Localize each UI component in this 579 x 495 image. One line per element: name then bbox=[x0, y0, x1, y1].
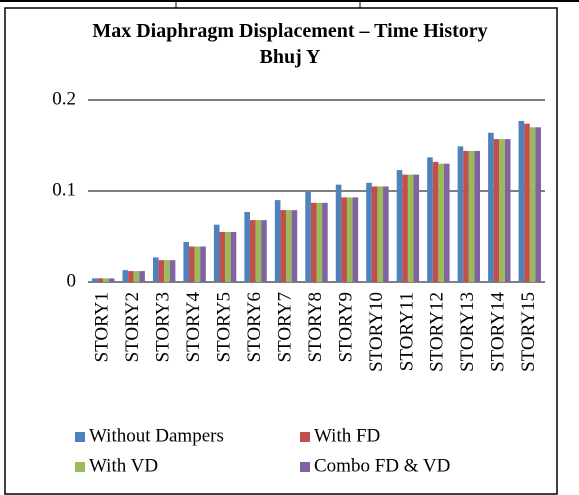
bar bbox=[396, 170, 403, 282]
bar bbox=[438, 163, 444, 282]
x-tick-label: STORY13 bbox=[457, 292, 478, 372]
bar bbox=[427, 157, 433, 282]
bar bbox=[346, 197, 353, 282]
x-tick-label: STORY15 bbox=[518, 292, 539, 372]
x-tick-label: STORY2 bbox=[122, 292, 143, 362]
bar bbox=[443, 163, 450, 282]
x-tick-label: STORY4 bbox=[183, 292, 204, 363]
bar bbox=[291, 210, 298, 282]
x-tick-label: STORY11 bbox=[396, 292, 417, 371]
bar bbox=[255, 220, 262, 282]
bar bbox=[305, 191, 311, 282]
legend-swatch bbox=[75, 462, 85, 472]
bar bbox=[524, 123, 530, 282]
bar bbox=[183, 241, 190, 282]
y-tick-label: 0 bbox=[67, 270, 77, 291]
bar bbox=[122, 270, 129, 282]
bar bbox=[128, 271, 134, 282]
legend-label: With FD bbox=[314, 425, 380, 446]
bar bbox=[103, 278, 109, 282]
x-tick-label: STORY8 bbox=[305, 292, 326, 362]
bar bbox=[468, 150, 475, 282]
bar bbox=[274, 200, 281, 282]
bar bbox=[225, 231, 231, 282]
bar bbox=[457, 146, 464, 282]
bar bbox=[261, 220, 267, 282]
bar bbox=[169, 260, 176, 282]
bar bbox=[518, 120, 525, 283]
bar bbox=[230, 231, 237, 282]
legend-label: Without Dampers bbox=[89, 425, 224, 446]
bar bbox=[402, 174, 408, 282]
bar bbox=[335, 184, 342, 282]
bar bbox=[463, 150, 469, 282]
bar bbox=[133, 271, 140, 282]
bar bbox=[97, 278, 104, 282]
bar bbox=[352, 197, 359, 282]
legend-label: With VD bbox=[89, 455, 158, 476]
x-tick-label: STORY5 bbox=[213, 292, 234, 362]
x-tick-label: STORY1 bbox=[92, 292, 113, 362]
legend-swatch bbox=[300, 462, 310, 472]
bar bbox=[286, 210, 292, 282]
bar bbox=[432, 161, 439, 282]
x-tick-label: STORY12 bbox=[427, 292, 448, 372]
bar bbox=[280, 210, 287, 282]
bar bbox=[213, 224, 220, 282]
x-tick-label: STORY9 bbox=[335, 292, 356, 362]
bar bbox=[377, 186, 384, 282]
x-tick-label: STORY10 bbox=[366, 292, 387, 372]
bar bbox=[310, 202, 317, 282]
bar bbox=[316, 202, 323, 282]
bar bbox=[108, 278, 115, 282]
bar bbox=[407, 174, 414, 282]
bar bbox=[322, 202, 328, 282]
chart-title: Max Diaphragm Displacement – Time Histor… bbox=[92, 20, 488, 68]
x-tick-label: STORY6 bbox=[244, 292, 265, 362]
bar bbox=[371, 186, 378, 282]
bar bbox=[413, 174, 420, 282]
x-tick-label: STORY7 bbox=[274, 292, 295, 362]
bar bbox=[200, 246, 206, 282]
bar bbox=[249, 220, 256, 282]
bar bbox=[474, 150, 481, 282]
bar bbox=[194, 246, 201, 282]
bar bbox=[152, 257, 159, 282]
bar bbox=[158, 260, 165, 282]
bar bbox=[139, 271, 145, 282]
legend-swatch bbox=[300, 432, 310, 442]
bar bbox=[493, 139, 500, 282]
bar bbox=[341, 197, 347, 282]
bar bbox=[499, 139, 505, 282]
x-tick-label: STORY14 bbox=[488, 292, 509, 372]
bar bbox=[219, 231, 226, 282]
bar bbox=[244, 211, 250, 282]
bar bbox=[189, 246, 195, 282]
legend-swatch bbox=[75, 432, 85, 442]
bar bbox=[366, 182, 372, 282]
bar bbox=[529, 127, 536, 282]
chart-border bbox=[4, 7, 558, 495]
bar bbox=[92, 278, 98, 282]
bar bbox=[164, 260, 170, 282]
bar bbox=[383, 186, 389, 282]
y-tick-label: 0.1 bbox=[52, 179, 76, 200]
y-tick-label: 0.2 bbox=[52, 88, 76, 109]
bar bbox=[504, 139, 511, 282]
bar bbox=[488, 132, 494, 282]
legend-label: Combo FD & VD bbox=[314, 455, 450, 476]
bar bbox=[535, 127, 541, 282]
x-tick-label: STORY3 bbox=[153, 292, 174, 362]
